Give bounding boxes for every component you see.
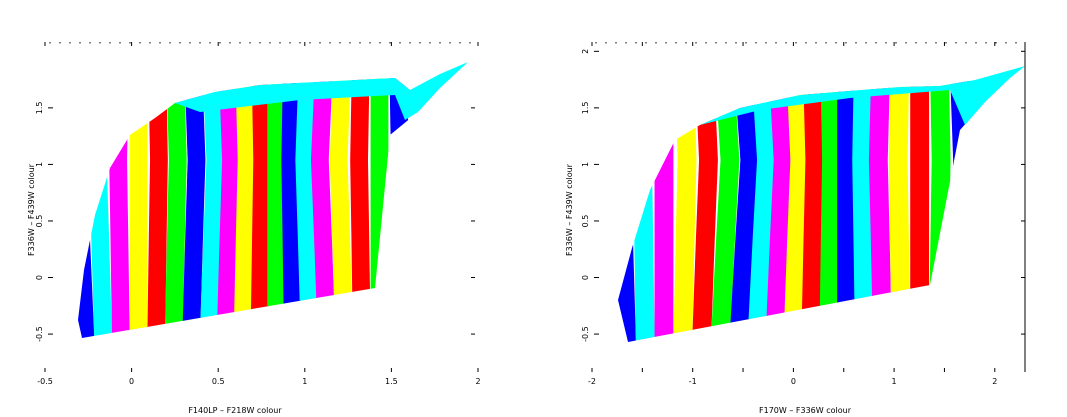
colour-band	[727, 70, 760, 342]
colour-band	[633, 70, 656, 342]
y-tick-label: -0.5	[35, 326, 44, 342]
x-tick-label: 2	[475, 377, 480, 386]
y-tick-label: 1.5	[581, 101, 590, 114]
colour-band	[350, 70, 372, 338]
x-tick-label: -2	[588, 377, 596, 386]
colour-band	[928, 70, 951, 342]
colour-band	[267, 70, 286, 338]
colour-band	[215, 70, 240, 338]
left-bands	[78, 70, 409, 338]
colour-band	[691, 70, 718, 342]
right-x-axis-label: F170W – F336W colour	[759, 406, 852, 415]
y-tick-label: 2	[581, 49, 590, 54]
left-top-band	[175, 62, 468, 120]
y-tick-label: 0.5	[35, 215, 44, 228]
x-tick-label: 1.5	[385, 377, 398, 386]
y-tick-label: 1	[581, 162, 590, 167]
left-plot: -0.5 0 0.5 1 1.5 2 -0.5 0 0.5 1 1.5 F140LP – F218W…	[27, 42, 481, 415]
left-x-axis-label: F140LP – F218W colour	[188, 406, 282, 415]
right-frame: -2 -1 0 1 2 -0.5 0 0.5 1 1.5 2 F170W – F336W colou…	[565, 42, 1026, 415]
left-frame: -0.5 0 0.5 1 1.5 2 -0.5 0 0.5 1 1.5 F140LP – F218W…	[27, 42, 481, 415]
right-plot: -2 -1 0 1 2 -0.5 0 0.5 1 1.5 2 F170W – F336W colou…	[565, 42, 1026, 415]
y-tick-label: 1	[35, 162, 44, 167]
colour-band	[250, 70, 272, 338]
colour-band	[709, 70, 740, 342]
colour-band	[198, 70, 225, 338]
colour-band	[868, 70, 893, 342]
colour-band	[232, 70, 256, 338]
right-bands	[618, 70, 972, 342]
x-tick-label: -1	[689, 377, 697, 386]
colour-band	[837, 70, 857, 342]
colour-band	[164, 70, 187, 338]
x-tick-label: 0	[791, 377, 796, 386]
left-y-axis-label: F336W – F439W colour	[27, 163, 36, 256]
colour-band	[370, 70, 389, 338]
y-tick-label: 0	[581, 275, 590, 280]
right-surface	[618, 70, 972, 342]
colour-band	[654, 70, 674, 342]
y-tick-label: -0.5	[581, 326, 590, 342]
colour-band	[129, 70, 148, 338]
x-tick-label: -0.5	[37, 377, 53, 386]
x-tick-label: 2	[992, 377, 997, 386]
x-tick-label: 1	[892, 377, 897, 386]
y-tick-label: 0.5	[581, 215, 590, 228]
colour-band	[852, 70, 875, 342]
x-tick-label: 1	[302, 377, 307, 386]
colour-band	[109, 70, 131, 338]
right-top-band	[700, 66, 1025, 125]
colour-band	[618, 70, 637, 342]
colour-band	[888, 70, 911, 342]
right-y-axis-label: F336W – F439W colour	[565, 163, 574, 256]
colour-band	[329, 70, 354, 338]
y-tick-label: 1.5	[35, 101, 44, 114]
colour-band	[910, 70, 930, 342]
colour-band	[672, 70, 697, 342]
colour-band	[800, 70, 825, 342]
left-surface	[78, 70, 409, 338]
y-tick-label: 0	[35, 275, 44, 280]
x-tick-label: 0.5	[212, 377, 225, 386]
colour-band	[818, 70, 841, 342]
colour-band	[146, 70, 168, 338]
x-tick-label: 0	[129, 377, 134, 386]
colour-band	[181, 70, 206, 338]
colour-band	[78, 70, 96, 338]
